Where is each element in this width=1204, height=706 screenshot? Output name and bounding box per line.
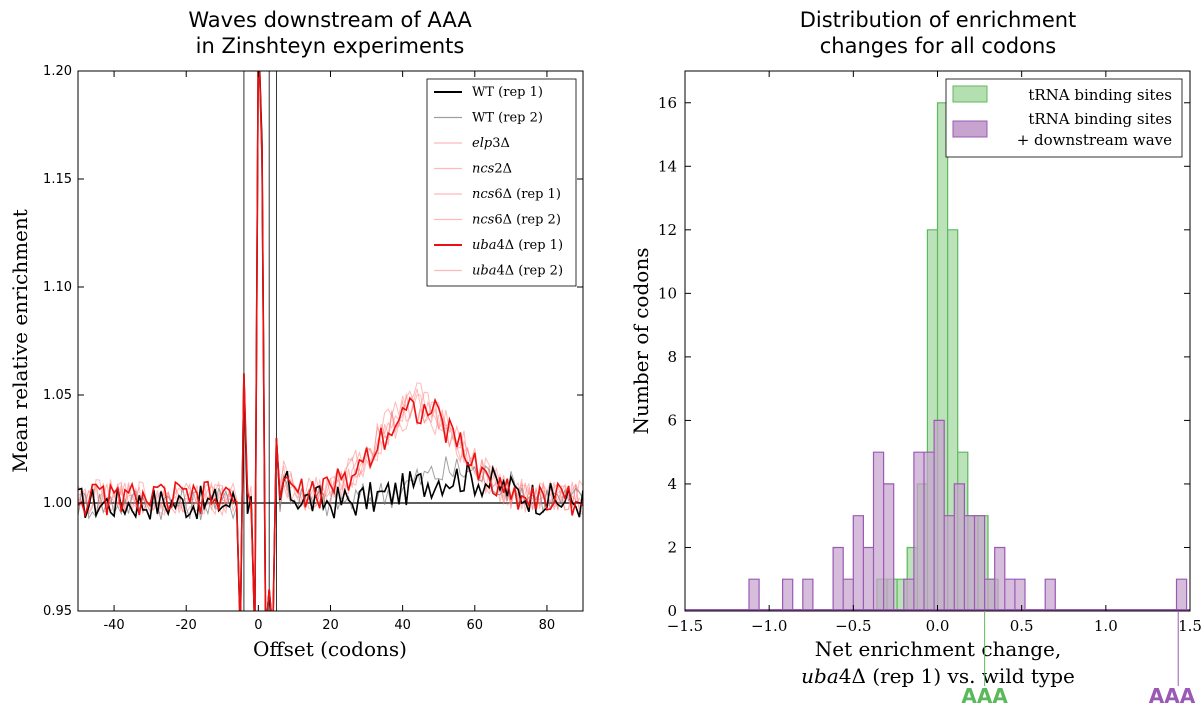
- histogram-bar: [944, 515, 955, 611]
- histogram-bar: [937, 102, 948, 611]
- right-plot-area: [685, 102, 1190, 611]
- left-legend-box: [426, 78, 577, 287]
- legend-label: WT (rep 2): [472, 111, 543, 126]
- histogram-trna-wave: [748, 419, 1188, 611]
- x-tick-label: 1.5: [1178, 617, 1202, 635]
- x-tick-label: −1.0: [751, 617, 787, 635]
- histogram-outline: [748, 419, 1188, 611]
- histogram-bar: [1176, 579, 1187, 611]
- right-xlabel-line1: Net enrichment change,: [815, 637, 1061, 661]
- aaa-marker-label: AAA: [1149, 684, 1196, 706]
- legend-label: ncs2Δ: [472, 162, 512, 177]
- right-panel: Distribution of enrichment changes for a…: [629, 8, 1202, 706]
- histogram-bar: [873, 452, 884, 611]
- y-tick-label: 1.00: [43, 496, 72, 511]
- histogram-bar: [863, 547, 874, 611]
- x-tick-label: 0.5: [1010, 617, 1034, 635]
- y-tick-label: 16: [658, 94, 677, 112]
- legend-swatch-trna: [952, 85, 988, 103]
- histogram-bar: [897, 579, 908, 611]
- aaa-marker-label: AAA: [961, 684, 1008, 706]
- series-line: [78, 71, 583, 611]
- histogram-bar: [994, 547, 1005, 611]
- legend-label: ncs6Δ (rep 1): [472, 187, 561, 202]
- x-tick-label: −0.5: [835, 617, 871, 635]
- y-tick-label: 1.05: [43, 388, 72, 403]
- x-tick-label: 40: [394, 618, 411, 633]
- histogram-bar: [843, 579, 854, 611]
- y-tick-label: 2: [667, 538, 677, 556]
- histogram-bar: [934, 420, 945, 611]
- left-ticks: -40 -20 0 20 40 60 80 0.95 1.00 1.05 1.10 1.15 1.20: [43, 64, 583, 633]
- legend-label: elp3Δ: [472, 136, 510, 151]
- histogram-bar: [1045, 579, 1056, 611]
- histogram-bar: [903, 579, 914, 611]
- legend-swatch-trna-wave: [952, 120, 988, 138]
- legend-label: uba4Δ (rep 1): [472, 238, 563, 253]
- y-tick-label: 10: [658, 284, 677, 302]
- right-ticks: −1.5 −1.0 −0.5 0.0 0.5 1.0 1.5 0 2 4 6 8 10 12 14 16: [658, 71, 1202, 635]
- legend-label: ncs6Δ (rep 2): [472, 213, 561, 228]
- histogram-bar: [947, 229, 958, 611]
- y-tick-label: 1.20: [43, 64, 72, 79]
- x-tick-label: 0.0: [926, 617, 950, 635]
- y-tick-label: 0.95: [43, 604, 72, 619]
- legend-label-trna-wave-line2: + downstream wave: [1017, 131, 1172, 149]
- histogram-bar: [1014, 579, 1026, 611]
- histogram-bar: [927, 229, 938, 611]
- left-xlabel: Offset (codons): [253, 637, 407, 661]
- histogram-bar: [802, 579, 813, 611]
- series-line: [78, 71, 583, 611]
- x-tick-label: -40: [103, 618, 124, 633]
- left-title-line1: Waves downstream of AAA: [188, 8, 472, 32]
- y-tick-label: 1.15: [43, 172, 72, 187]
- right-legend: tRNA binding sites tRNA binding sites + …: [945, 78, 1183, 158]
- histogram-bar: [748, 579, 760, 611]
- left-plot-area: [78, 71, 583, 611]
- histogram-bar: [833, 547, 844, 611]
- series-line: [78, 71, 583, 611]
- histogram-bar: [913, 452, 925, 611]
- left-legend: WT (rep 1) WT (rep 2) elp3Δ ncs2Δ ncs6Δ (rep…: [426, 78, 577, 287]
- histogram-bar: [974, 515, 985, 611]
- legend-label: WT (rep 1): [472, 85, 543, 100]
- x-tick-label: 0: [254, 618, 262, 633]
- left-title-line2: in Zinshteyn experiments: [196, 34, 465, 58]
- right-title-line1: Distribution of enrichment: [800, 8, 1077, 32]
- histogram-bar: [964, 515, 975, 611]
- histogram-bar: [782, 579, 793, 611]
- right-xlabel-line2: uba4Δ (rep 1) vs. wild type: [801, 664, 1075, 688]
- histogram-bar: [984, 579, 995, 611]
- y-tick-label: 1.10: [43, 280, 72, 295]
- y-tick-label: 14: [658, 157, 677, 175]
- aaa-markers: AAA AAA: [961, 611, 1196, 706]
- x-tick-label: 1.0: [1094, 617, 1118, 635]
- histogram-bar: [1004, 579, 1015, 611]
- histogram-bar: [954, 483, 965, 611]
- left-panel: Waves downstream of AAA in Zinshteyn exp…: [8, 8, 584, 661]
- right-ylabel: Number of codons: [629, 248, 653, 435]
- left-ylabel: Mean relative enrichment: [8, 209, 32, 473]
- x-tick-label: −1.5: [667, 617, 703, 635]
- histogram-bar: [883, 483, 894, 611]
- right-title-line2: changes for all codons: [820, 34, 1057, 58]
- histogram-bar: [924, 452, 935, 611]
- x-tick-label: 60: [467, 618, 484, 633]
- legend-label: uba4Δ (rep 2): [472, 264, 563, 279]
- y-tick-label: 12: [658, 221, 677, 239]
- histogram-bar: [853, 515, 864, 611]
- y-tick-label: 4: [667, 475, 677, 493]
- y-tick-label: 8: [667, 348, 677, 366]
- legend-label-trna-wave-line1: tRNA binding sites: [1028, 110, 1172, 128]
- x-tick-label: 80: [539, 618, 556, 633]
- legend-label-trna: tRNA binding sites: [1028, 86, 1172, 104]
- y-tick-label: 6: [667, 411, 677, 429]
- y-tick-label: 0: [667, 602, 677, 620]
- x-tick-label: -20: [176, 618, 197, 633]
- x-tick-label: 20: [322, 618, 339, 633]
